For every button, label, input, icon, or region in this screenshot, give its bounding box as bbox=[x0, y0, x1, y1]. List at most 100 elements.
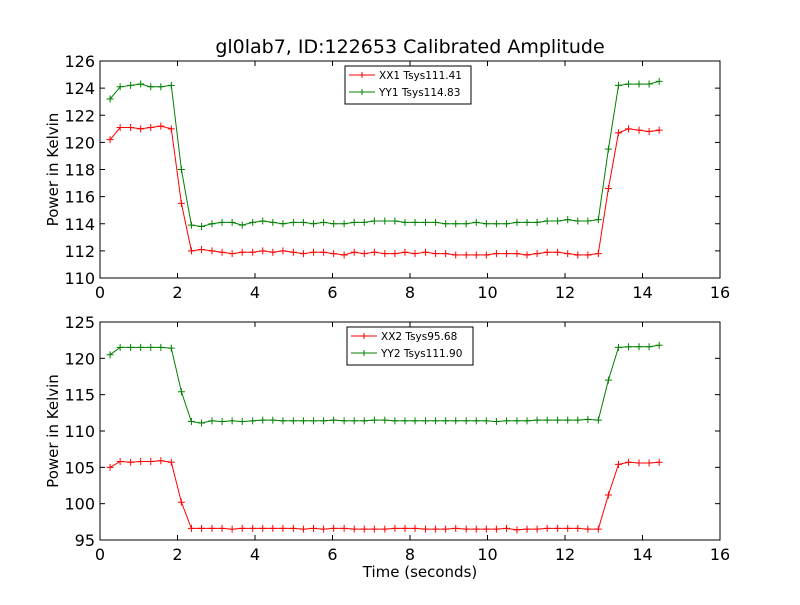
data-point-marker bbox=[482, 417, 490, 425]
data-point-marker bbox=[370, 525, 378, 533]
data-point-marker bbox=[614, 460, 622, 468]
data-point-marker bbox=[462, 220, 470, 228]
data-point-marker bbox=[604, 145, 612, 153]
series-2 bbox=[106, 341, 663, 427]
data-point-marker bbox=[289, 248, 297, 256]
y-tick-label: 122 bbox=[64, 106, 95, 125]
data-point-marker bbox=[523, 525, 531, 533]
data-point-marker bbox=[299, 525, 307, 533]
data-point-marker bbox=[614, 129, 622, 137]
data-point-marker bbox=[594, 416, 602, 424]
data-point-marker bbox=[381, 217, 389, 225]
data-point-marker bbox=[381, 416, 389, 424]
x-tick-label: 14 bbox=[632, 545, 652, 564]
data-point-marker bbox=[614, 81, 622, 89]
data-point-marker bbox=[269, 524, 277, 532]
data-point-marker bbox=[594, 525, 602, 533]
data-point-marker bbox=[574, 217, 582, 225]
data-point-marker bbox=[228, 525, 236, 533]
data-point-marker bbox=[106, 136, 114, 144]
legend-box bbox=[346, 326, 474, 366]
data-point-marker bbox=[208, 220, 216, 228]
data-point-marker bbox=[116, 458, 124, 466]
y-tick-label: 126 bbox=[64, 52, 95, 71]
data-point-marker bbox=[330, 250, 338, 258]
x-tick-label: 6 bbox=[327, 545, 337, 564]
data-point-marker bbox=[370, 217, 378, 225]
data-point-marker bbox=[625, 458, 633, 466]
data-point-marker bbox=[238, 221, 246, 229]
data-point-marker bbox=[238, 524, 246, 532]
data-point-marker bbox=[340, 251, 348, 259]
data-point-marker bbox=[320, 417, 328, 425]
data-point-marker bbox=[187, 221, 195, 229]
data-point-marker bbox=[472, 251, 480, 259]
data-point-marker bbox=[269, 248, 277, 256]
data-point-marker bbox=[442, 250, 450, 258]
data-point-marker bbox=[645, 80, 653, 88]
data-point-marker bbox=[350, 525, 358, 533]
data-point-marker bbox=[320, 218, 328, 226]
data-point-marker bbox=[452, 417, 460, 425]
data-point-marker bbox=[370, 248, 378, 256]
data-point-marker bbox=[564, 416, 572, 424]
y-axis-label: Power in Kelvin bbox=[44, 113, 62, 227]
legend-label: YY1 Tsys114.83 bbox=[378, 87, 460, 99]
data-point-marker bbox=[411, 250, 419, 258]
data-point-marker bbox=[198, 419, 206, 427]
data-point-marker bbox=[513, 218, 521, 226]
data-point-marker bbox=[604, 491, 612, 499]
x-tick-label: 6 bbox=[327, 283, 337, 302]
data-point-marker bbox=[625, 80, 633, 88]
data-point-marker bbox=[137, 125, 145, 133]
x-tick-label: 16 bbox=[710, 283, 730, 302]
data-point-marker bbox=[299, 250, 307, 258]
data-point-marker bbox=[279, 247, 287, 255]
data-point-marker bbox=[564, 524, 572, 532]
data-point-marker bbox=[482, 220, 490, 228]
data-point-marker bbox=[564, 216, 572, 224]
data-point-marker bbox=[554, 524, 562, 532]
data-point-marker bbox=[655, 341, 663, 349]
data-point-marker bbox=[218, 524, 226, 532]
data-point-marker bbox=[208, 524, 216, 532]
data-point-marker bbox=[360, 417, 368, 425]
data-point-marker bbox=[198, 222, 206, 230]
data-point-marker bbox=[350, 218, 358, 226]
data-point-marker bbox=[218, 218, 226, 226]
data-point-marker bbox=[635, 343, 643, 351]
x-tick-label: 4 bbox=[250, 545, 260, 564]
data-point-marker bbox=[187, 418, 195, 426]
data-point-marker bbox=[177, 388, 185, 396]
data-point-marker bbox=[584, 251, 592, 259]
data-point-marker bbox=[249, 218, 257, 226]
data-point-marker bbox=[177, 498, 185, 506]
y-tick-label: 95 bbox=[75, 531, 95, 550]
data-point-marker bbox=[106, 463, 114, 471]
data-point-marker bbox=[249, 248, 257, 256]
data-point-marker bbox=[360, 525, 368, 533]
y-tick-label: 124 bbox=[64, 79, 95, 98]
data-point-marker bbox=[432, 525, 440, 533]
data-point-marker bbox=[452, 251, 460, 259]
data-point-marker bbox=[249, 524, 257, 532]
data-point-marker bbox=[187, 247, 195, 255]
data-point-marker bbox=[645, 128, 653, 136]
data-point-marker bbox=[177, 166, 185, 173]
data-point-marker bbox=[422, 525, 429, 533]
x-axis-label: Time (seconds) bbox=[362, 563, 478, 581]
data-point-marker bbox=[177, 199, 185, 207]
data-point-marker bbox=[289, 417, 297, 425]
data-point-marker bbox=[147, 123, 155, 131]
data-point-marker bbox=[574, 416, 582, 424]
data-point-marker bbox=[411, 524, 419, 532]
data-point-marker bbox=[259, 247, 267, 255]
data-point-marker bbox=[472, 417, 480, 425]
data-point-marker bbox=[401, 218, 409, 226]
data-point-marker bbox=[218, 418, 226, 426]
data-point-marker bbox=[533, 416, 541, 424]
data-point-marker bbox=[452, 524, 460, 532]
data-point-marker bbox=[492, 525, 500, 533]
data-point-marker bbox=[350, 248, 358, 256]
